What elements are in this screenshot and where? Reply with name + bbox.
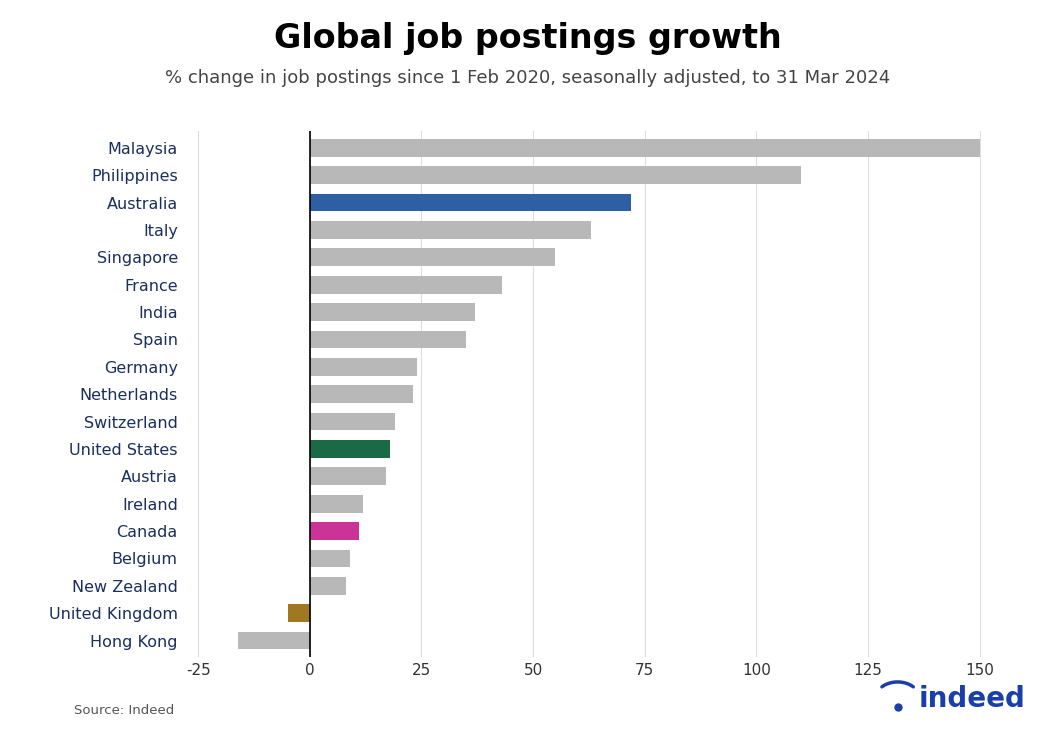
Bar — [309, 412, 395, 431]
Bar — [309, 303, 475, 321]
Bar — [309, 577, 345, 595]
Text: Source: Indeed: Source: Indeed — [74, 704, 174, 717]
Bar — [309, 495, 363, 512]
Bar — [309, 550, 350, 567]
Bar — [309, 248, 555, 266]
Bar — [309, 440, 391, 458]
Bar — [309, 221, 591, 239]
Text: % change in job postings since 1 Feb 2020, seasonally adjusted, to 31 Mar 2024: % change in job postings since 1 Feb 202… — [166, 69, 890, 88]
Bar — [309, 139, 980, 157]
Bar — [309, 276, 502, 293]
Bar — [309, 358, 417, 376]
Bar — [309, 522, 359, 540]
Bar — [287, 604, 309, 622]
Bar — [309, 193, 631, 212]
Text: Global job postings growth: Global job postings growth — [275, 22, 781, 55]
Bar — [309, 385, 413, 403]
Bar — [239, 631, 309, 650]
Bar — [309, 467, 385, 485]
Bar — [309, 331, 466, 348]
Bar — [309, 166, 802, 184]
Text: indeed: indeed — [919, 685, 1025, 713]
